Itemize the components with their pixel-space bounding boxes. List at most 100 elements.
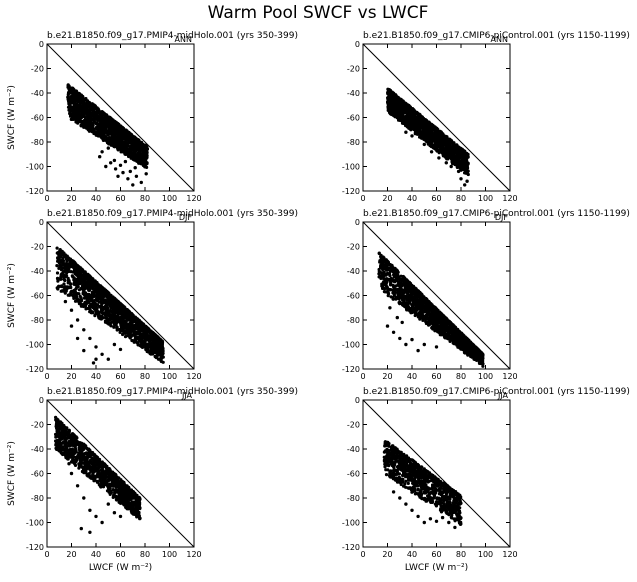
data-point: [80, 267, 84, 271]
panels: b.e21.B1850.f09_g17.PMIP4-midHolo.001 (y…: [7, 31, 630, 573]
data-point: [408, 126, 412, 130]
data-point: [399, 111, 403, 115]
data-point: [71, 96, 75, 100]
data-point: [123, 128, 127, 132]
data-point: [120, 326, 124, 330]
data-point: [86, 124, 90, 128]
data-point: [407, 104, 411, 108]
data-point: [116, 312, 120, 316]
data-point: [88, 113, 92, 117]
data-point: [415, 131, 419, 136]
x-tick-label: 40: [91, 194, 101, 203]
y-axis-label: SWCF (W m⁻²): [7, 263, 17, 328]
data-point: [95, 122, 99, 126]
y-tick-label: -40: [347, 89, 360, 98]
data-point: [85, 106, 89, 110]
data-point: [93, 313, 97, 317]
data-point: [87, 103, 91, 107]
data-point: [90, 290, 94, 294]
data-point: [115, 137, 119, 141]
data-point: [107, 126, 111, 130]
data-point: [89, 298, 93, 303]
data-point: [134, 326, 138, 331]
data-point: [118, 309, 122, 313]
data-point: [108, 300, 112, 304]
data-point: [161, 348, 165, 352]
data-point: [441, 138, 445, 142]
data-point: [118, 330, 122, 334]
data-point: [457, 162, 461, 166]
data-point: [69, 108, 73, 112]
data-point: [100, 133, 104, 137]
data-point: [132, 326, 136, 330]
y-tick-label: -40: [31, 89, 44, 98]
data-point: [143, 328, 147, 332]
data-point: [123, 148, 127, 152]
data-point: [76, 108, 80, 112]
data-point: [139, 338, 143, 343]
data-point: [72, 294, 76, 298]
data-point: [392, 112, 396, 116]
scatter-panel: b.e21.B1850.f09_g17.CMIP6-piControl.001 …: [342, 31, 630, 203]
data-point: [118, 316, 122, 320]
data-point: [446, 157, 450, 161]
data-point: [67, 264, 71, 268]
data-point: [110, 141, 114, 145]
data-point: [72, 288, 76, 292]
data-point: [159, 359, 163, 364]
data-point: [386, 100, 390, 104]
data-point: [436, 143, 440, 147]
data-point: [136, 158, 140, 162]
data-point: [115, 316, 119, 320]
data-point: [98, 290, 103, 294]
data-point: [76, 99, 80, 104]
data-point: [91, 361, 96, 365]
data-point: [127, 332, 131, 336]
data-point: [98, 305, 102, 309]
data-point: [126, 154, 131, 159]
season-tag: DJF: [179, 213, 193, 222]
data-point: [465, 159, 469, 163]
x-tick-label: 0: [360, 194, 365, 203]
data-point: [93, 279, 97, 283]
data-point: [407, 119, 411, 123]
data-point: [386, 105, 390, 109]
y-tick-label: -80: [347, 316, 360, 325]
data-points: [377, 251, 485, 368]
data-point: [71, 117, 75, 121]
data-point: [159, 353, 163, 357]
x-tick-label: 60: [431, 372, 441, 381]
data-point: [83, 102, 87, 106]
season-tag: ANN: [491, 35, 508, 44]
data-point: [102, 298, 106, 302]
data-point: [89, 106, 93, 111]
y-tick-label: -120: [342, 365, 360, 374]
data-point: [429, 144, 433, 148]
data-point: [104, 164, 108, 169]
data-point: [138, 324, 142, 328]
data-point: [148, 351, 152, 355]
data-point: [435, 146, 439, 150]
x-tick-label: 120: [502, 194, 517, 203]
data-point: [83, 106, 87, 110]
data-point: [139, 146, 143, 150]
data-point: [112, 305, 116, 310]
data-point: [453, 159, 457, 164]
data-point: [55, 271, 60, 275]
data-point: [442, 152, 446, 156]
reference-line: [46, 43, 195, 192]
y-tick-label: -20: [347, 243, 360, 252]
data-point: [97, 314, 101, 318]
data-point: [430, 140, 434, 145]
data-point: [71, 259, 75, 263]
x-tick-label: 100: [162, 194, 177, 203]
data-point: [96, 293, 100, 297]
data-point: [118, 347, 123, 352]
data-point: [422, 142, 426, 147]
data-point: [104, 288, 108, 292]
data-point: [112, 121, 116, 126]
data-point: [413, 115, 417, 119]
data-point: [133, 338, 137, 342]
x-tick-label: 40: [91, 372, 101, 381]
data-point: [116, 142, 120, 146]
